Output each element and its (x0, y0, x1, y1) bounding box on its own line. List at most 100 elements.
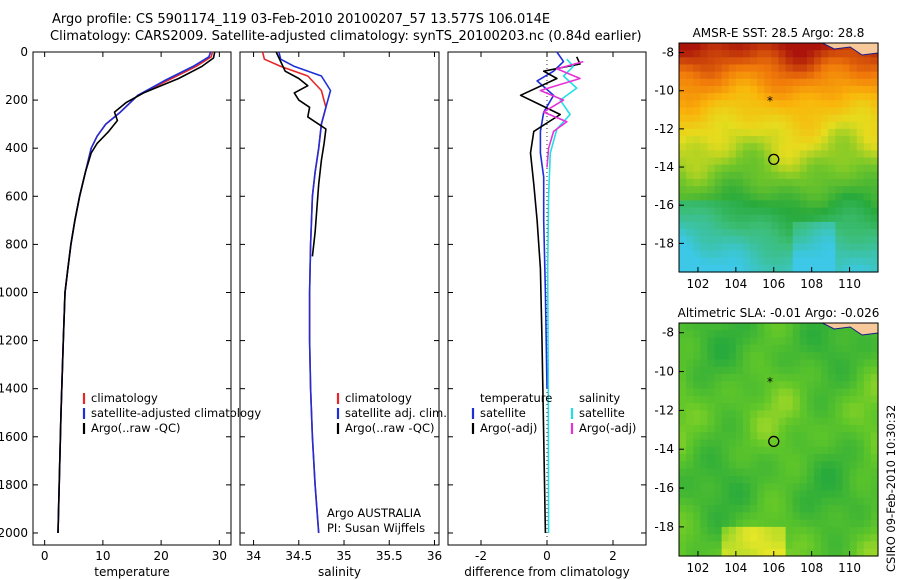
altimetric_sla-heatmap-cell (792, 373, 801, 382)
altimetric_sla-heatmap-cell (679, 330, 687, 339)
altimetric_sla-heatmap-cell (735, 330, 744, 339)
difference-legend-group-title: salinity (579, 391, 620, 405)
altimetric_sla-heatmap-cell (799, 403, 808, 411)
amsre_sst-heatmap-cell (849, 50, 858, 58)
amsre_sst-heatmap-cell (679, 143, 687, 151)
altimetric_sla-heatmap-cell (750, 461, 758, 470)
amsre_sst-heatmap-cell (735, 85, 744, 94)
amsre_sst-heatmap-cell (721, 50, 730, 58)
altimetric_sla-heatmap-cell (742, 439, 751, 448)
amsre_sst-heatmap-cell (785, 157, 794, 166)
altimetric_sla-heatmap-cell (863, 359, 872, 368)
amsre_sst-heatmap-cell (707, 157, 716, 166)
altimetric_sla-heatmap-cell (799, 497, 808, 506)
temperature-legend-label: satellite-adjusted climatology (91, 406, 261, 420)
amsre_sst-heatmap-cell (757, 214, 765, 223)
altimetric_sla-ytick-label: -8 (662, 326, 674, 340)
altimetric_sla-heatmap-cell (806, 439, 815, 448)
difference-legend-label: satellite (579, 406, 625, 420)
amsre_sst-heatmap-cell (742, 200, 751, 209)
altimetric_sla-heatmap-cell (785, 373, 794, 382)
altimetric_sla-heatmap-cell (700, 381, 709, 390)
amsre_sst-heatmap-cell (842, 107, 851, 116)
amsre_sst-heatmap-cell (764, 243, 772, 252)
altimetric_sla-heatmap-cell (792, 497, 801, 506)
amsre_sst-heatmap-cell (806, 157, 815, 166)
amsre_sst-heatmap-cell (785, 257, 794, 266)
amsre_sst-heatmap-cell (721, 186, 730, 194)
amsre_sst-heatmap-cell (806, 121, 815, 130)
altimetric_sla-heatmap-cell (821, 548, 829, 557)
altimetric_sla-heatmap-cell (721, 512, 730, 521)
amsre_sst-heatmap-cell (870, 221, 879, 230)
amsre_sst-heatmap-cell (799, 71, 808, 80)
amsre_sst-heatmap-cell (849, 171, 858, 180)
altimetric_sla-heatmap-cell (778, 519, 787, 528)
altimetric_sla-heatmap-cell (728, 454, 737, 462)
altimetric_sla-heatmap-cell (714, 330, 723, 339)
altimetric_sla-heatmap-cell (757, 505, 765, 513)
altimetric_sla-heatmap-cell (728, 446, 737, 455)
temperature-ytick-label: 1400 (0, 382, 28, 396)
altimetric_sla-heatmap-cell (735, 417, 744, 426)
amsre_sst-heatmap-cell (814, 257, 822, 266)
amsre_sst-heatmap-cell (679, 207, 687, 216)
amsre_sst-heatmap-cell (721, 93, 730, 101)
altimetric_sla-heatmap-cell (849, 483, 858, 492)
amsre_sst-heatmap-cell (821, 136, 829, 144)
amsre_sst-heatmap-cell (849, 107, 858, 116)
altimetric_sla-heatmap-cell (778, 359, 787, 368)
amsre_sst-heatmap-cell (806, 100, 815, 109)
altimetric_sla-heatmap-cell (856, 454, 865, 462)
altimetric_sla-heatmap-cell (750, 468, 758, 477)
amsre_sst-heatmap-cell (778, 257, 787, 266)
amsre_sst-heatmap-cell (742, 78, 751, 87)
altimetric_sla-heatmap-cell (814, 461, 822, 470)
altimetric_sla-heatmap-cell (806, 330, 815, 339)
altimetric_sla-heatmap-cell (778, 366, 787, 375)
altimetric_sla-heatmap-cell (764, 417, 772, 426)
altimetric_sla-heatmap-cell (700, 541, 709, 550)
amsre_sst-heatmap-cell (806, 85, 815, 94)
amsre_sst-heatmap-cell (686, 236, 694, 244)
amsre_sst-heatmap-cell (856, 200, 865, 209)
amsre_sst-heatmap-cell (814, 207, 822, 216)
altimetric_sla-heatmap-cell (686, 519, 694, 528)
altimetric_sla-heatmap-cell (679, 475, 687, 484)
amsre_sst-heatmap-cell (785, 264, 794, 273)
amsre_sst-heatmap-cell (870, 200, 879, 209)
amsre_sst-heatmap-cell (849, 214, 858, 223)
amsre_sst-heatmap-cell (735, 257, 744, 266)
altimetric_sla-heatmap-cell (771, 454, 780, 462)
altimetric_sla-heatmap-cell (821, 490, 829, 499)
altimetric_sla-heatmap-cell (700, 497, 709, 506)
amsre_sst-heatmap-cell (686, 78, 694, 87)
altimetric_sla-heatmap-cell (742, 395, 751, 404)
amsre_sst-heatmap-cell (814, 128, 822, 137)
amsre_sst-heatmap-cell (799, 150, 808, 159)
altimetric_sla-heatmap-cell (714, 490, 723, 499)
altimetric_sla-heatmap-cell (806, 483, 815, 492)
altimetric_sla-heatmap-cell (750, 381, 758, 390)
altimetric_sla-heatmap-cell (792, 323, 801, 331)
altimetric_sla-heatmap-cell (750, 519, 758, 528)
altimetric_sla-heatmap-cell (792, 505, 801, 513)
altimetric_sla-heatmap-cell (757, 359, 765, 368)
amsre_sst-ytick-label: -12 (654, 122, 674, 136)
altimetric_sla-heatmap-cell (785, 417, 794, 426)
amsre_sst-heatmap-cell (785, 178, 794, 187)
altimetric_sla-heatmap-cell (814, 432, 822, 441)
temperature-ytick-label: 1800 (0, 478, 28, 492)
amsre_sst-heatmap-cell (700, 250, 709, 259)
altimetric_sla-heatmap-cell (842, 424, 851, 433)
amsre_sst-heatmap-cell (764, 121, 772, 130)
amsre_sst-heatmap-cell (707, 107, 716, 116)
amsre_sst-heatmap-cell (856, 150, 865, 159)
amsre_sst-heatmap-cell (799, 93, 808, 101)
amsre_sst-heatmap-cell (750, 186, 758, 194)
amsre_sst-heatmap-cell (814, 264, 822, 273)
temperature-ytick-label: 1600 (0, 430, 28, 444)
amsre_sst-heatmap-cell (821, 214, 829, 223)
altimetric_sla-heatmap-cell (806, 366, 815, 375)
altimetric_sla-heatmap-cell (735, 337, 744, 346)
